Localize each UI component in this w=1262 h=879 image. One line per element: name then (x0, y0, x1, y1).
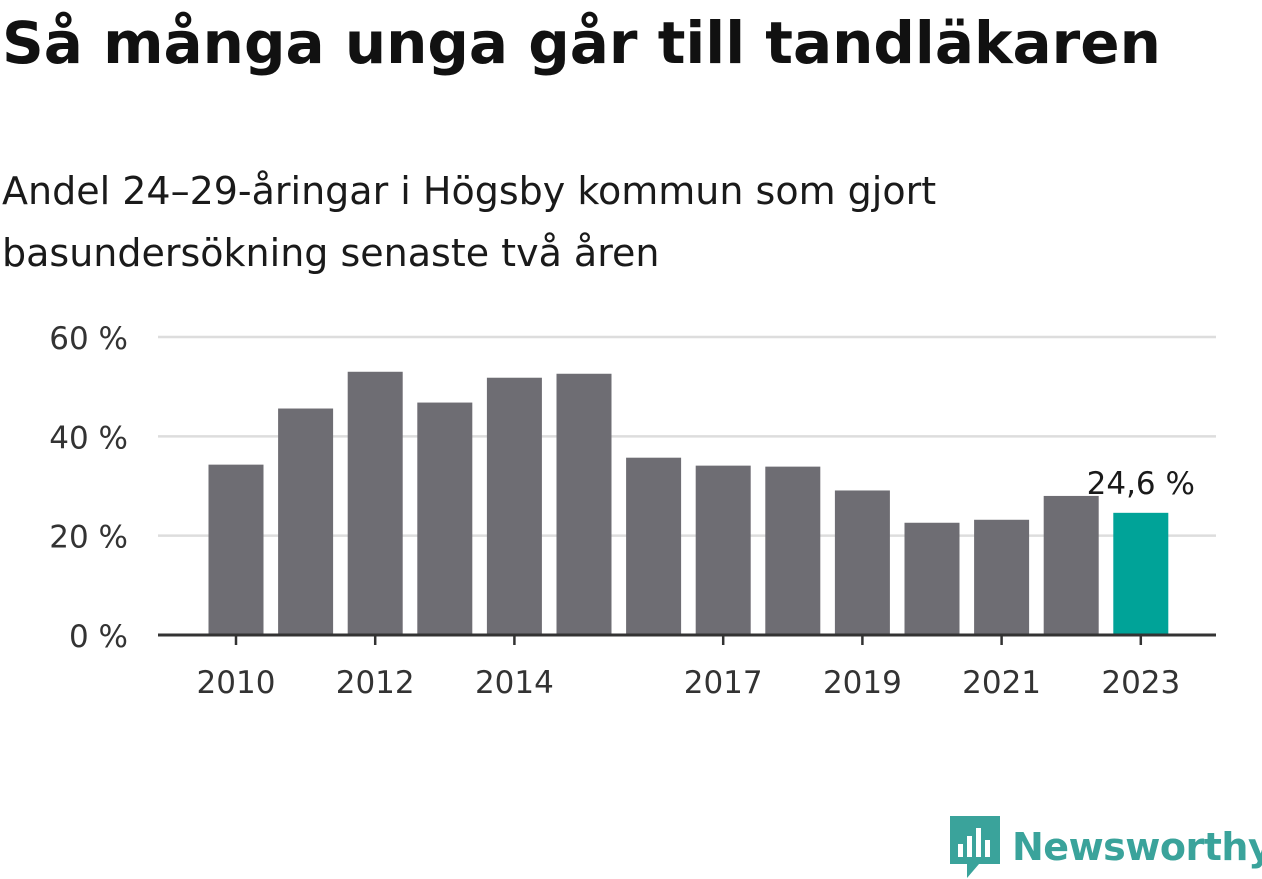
bar (974, 519, 1030, 635)
x-tick-label: 2023 (1101, 665, 1180, 701)
x-tick-label: 2017 (684, 665, 763, 701)
bar (1043, 495, 1099, 635)
bar (556, 373, 612, 635)
x-tick-label: 2021 (962, 665, 1041, 701)
newsworthy-logo: Newsworthy (950, 816, 1262, 878)
chart-subtitle: Andel 24–29-åringar i Högsby kommun som … (2, 169, 937, 275)
newsworthy-logo-icon (950, 816, 1000, 878)
bar (208, 464, 264, 635)
y-tick-label: 0 % (69, 619, 128, 655)
bar (347, 371, 403, 635)
brand-name: Newsworthy (1012, 825, 1262, 869)
x-tick-label: 2014 (475, 665, 554, 701)
y-tick-label: 40 % (49, 420, 128, 456)
bar (765, 466, 821, 635)
bar (486, 377, 542, 635)
x-tick-label: 2012 (336, 665, 415, 701)
bar (626, 457, 682, 635)
bar (834, 490, 890, 635)
bar (904, 522, 960, 635)
chart-title: Så många unga går till tandläkaren (2, 9, 1161, 77)
bar (417, 402, 473, 635)
y-tick-label: 20 % (49, 520, 128, 556)
bar (278, 408, 334, 635)
bar (695, 465, 751, 635)
highlight-data-label: 24,6 % (1087, 466, 1195, 502)
bar (1113, 512, 1169, 635)
x-tick-label: 2010 (197, 665, 276, 701)
y-tick-label: 60 % (49, 321, 128, 357)
x-tick-label: 2019 (823, 665, 902, 701)
